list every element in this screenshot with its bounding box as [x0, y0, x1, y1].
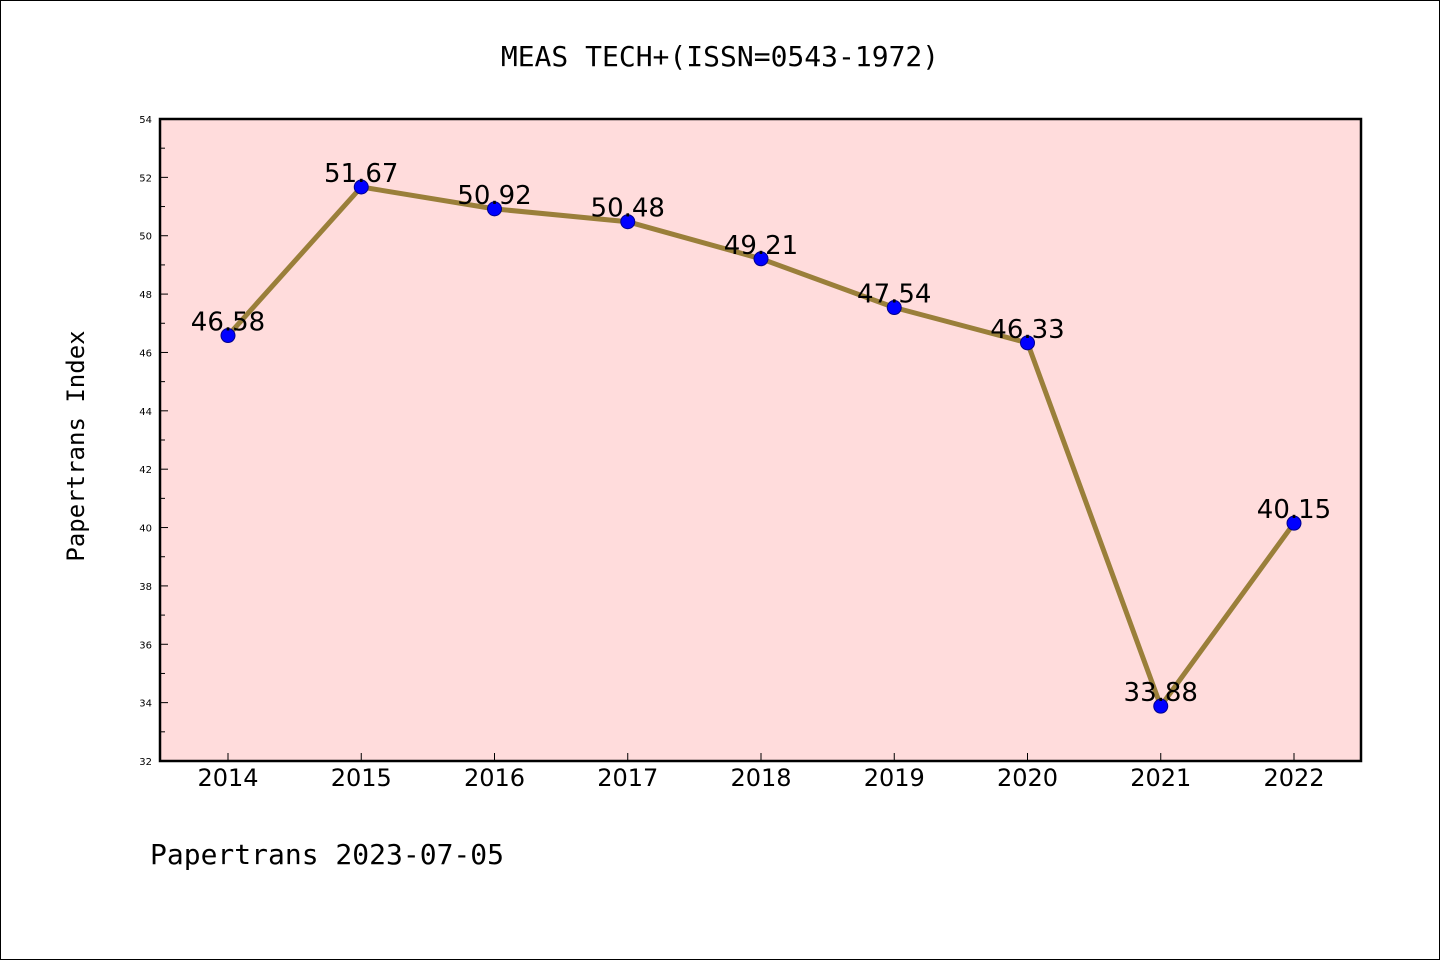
data-point — [1153, 698, 1169, 714]
y-axis: 32 34 36 38 40 42 44 46 48 50 52 54 — [139, 115, 168, 768]
data-point — [487, 201, 502, 217]
data-point — [353, 179, 369, 195]
y-tick-label: 32 — [139, 757, 152, 768]
data-point — [1286, 515, 1302, 531]
x-tick-label: 2017 — [597, 764, 658, 792]
data-label: 46.58 — [191, 308, 265, 338]
y-tick-label: 46 — [139, 348, 152, 359]
y-tick-label: 34 — [139, 699, 152, 710]
x-tick-label: 2019 — [864, 764, 925, 792]
footer-text: Papertrans 2023-07-05 — [150, 838, 504, 871]
data-labels: 46.58 51.67 50.92 50.48 49.21 47.54 46.33 33.88… — [191, 159, 1331, 708]
y-tick-label: 54 — [139, 115, 152, 126]
x-axis: 2014 2015 2016 2017 2018 2019 2020 2021 2022 — [197, 753, 1325, 792]
data-label: 51.67 — [324, 159, 398, 189]
data-label: 40.15 — [1257, 495, 1331, 525]
data-point — [220, 328, 236, 344]
x-tick-label: 2014 — [197, 764, 258, 792]
x-tick-label: 2016 — [464, 764, 525, 792]
x-tick-label: 2018 — [730, 764, 791, 792]
chart-title: MEAS TECH+(ISSN=0543-1972) — [501, 40, 939, 73]
data-label: 49.21 — [724, 231, 798, 261]
y-tick-label: 50 — [139, 232, 152, 243]
plot-area — [158, 117, 1363, 763]
data-label: 33.88 — [1124, 678, 1198, 708]
x-tick-label: 2021 — [1130, 764, 1191, 792]
data-label: 50.48 — [591, 194, 665, 224]
y-tick-label: 36 — [139, 640, 152, 651]
y-tick-label: 48 — [139, 290, 152, 301]
data-label: 46.33 — [990, 315, 1064, 345]
data-label: 47.54 — [857, 280, 931, 310]
x-tick-label: 2015 — [331, 764, 392, 792]
y-tick-label: 40 — [139, 524, 152, 535]
data-label: 50.92 — [457, 181, 531, 211]
y-axis-label: Papertrans Index — [62, 330, 90, 561]
y-tick-label: 44 — [139, 407, 152, 418]
y-tick-label: 52 — [139, 173, 152, 184]
data-point — [753, 251, 769, 267]
y-tick-label: 38 — [139, 582, 152, 593]
x-tick-label: 2020 — [997, 764, 1058, 792]
data-markers — [220, 179, 1302, 714]
y-tick-label: 42 — [139, 465, 152, 476]
data-point — [1020, 335, 1035, 351]
x-tick-label: 2022 — [1263, 764, 1324, 792]
data-point — [620, 214, 636, 230]
data-point — [886, 300, 902, 316]
